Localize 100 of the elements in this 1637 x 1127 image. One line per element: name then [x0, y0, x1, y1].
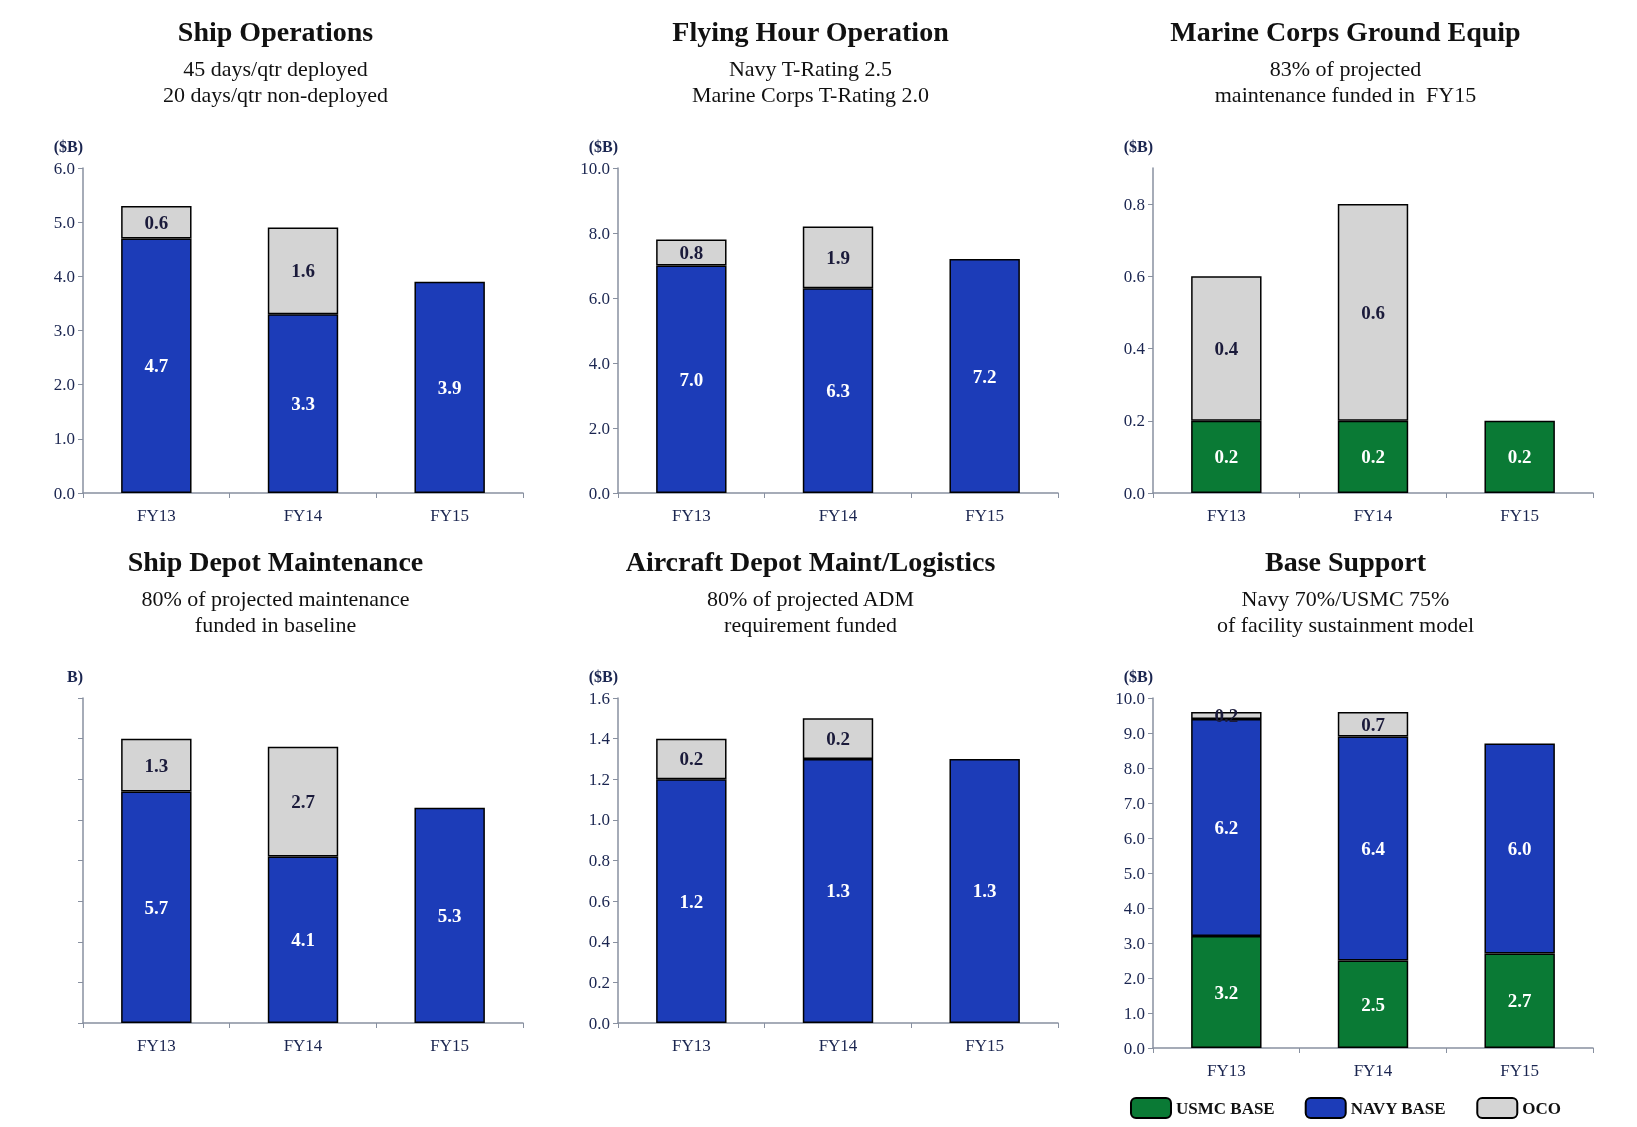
- y-tick-label: 0.6: [1123, 266, 1145, 286]
- data-label: 1.3: [826, 880, 850, 902]
- data-label: 3.3: [291, 393, 315, 415]
- chart-subtitle: 80% of projected maintenance funded in baseline: [141, 585, 410, 637]
- data-label: 0.2: [826, 728, 850, 750]
- y-tick-label: 4.0: [53, 266, 75, 286]
- legend-label: USMC BASE: [1175, 1098, 1275, 1118]
- data-label: 1.3: [972, 880, 997, 902]
- data-label: 0.2: [1214, 446, 1239, 468]
- bar: [949, 758, 1020, 1023]
- chart-subtitle: Navy T-Rating 2.5 Marine Corps T-Rating 2.0: [691, 55, 930, 107]
- y-tick-label: 2.0: [1123, 968, 1145, 988]
- data-label: 6.2: [1214, 817, 1239, 838]
- y-axis-title: ($B): [1123, 667, 1153, 686]
- data-label: 2.5: [1361, 993, 1385, 1015]
- data-label: 3.9: [437, 376, 462, 398]
- data-label: 0.6: [144, 211, 169, 233]
- y-axis-title: ($B): [53, 137, 83, 156]
- data-label: 1.2: [679, 890, 704, 912]
- x-tick-label: FY14: [1353, 506, 1393, 525]
- chart-title: Flying Hour Operation: [672, 15, 950, 47]
- data-label: 4.7: [144, 355, 169, 377]
- chart-subtitle: Navy 70%/USMC 75% of facility sustainment model: [1216, 585, 1475, 637]
- x-tick-label: FY13: [136, 1036, 176, 1055]
- y-tick-label: 0.6: [588, 891, 610, 911]
- y-tick-label: 10.0: [1115, 688, 1145, 708]
- y-tick-label: 0.8: [1123, 194, 1145, 214]
- y-tick-label: 0.0: [53, 483, 75, 503]
- legend-label: OCO: [1522, 1098, 1562, 1118]
- chart-subtitle: 80% of projected ADM requirement funded: [706, 585, 915, 637]
- x-tick-label: FY15: [965, 506, 1005, 525]
- y-tick-label: 0.0: [1123, 483, 1145, 503]
- legend-label: NAVY BASE: [1350, 1098, 1446, 1118]
- data-label: 3.2: [1214, 981, 1239, 1003]
- x-tick-label: FY15: [430, 1036, 470, 1055]
- data-label: 0.2: [1214, 705, 1239, 726]
- y-tick-label: 1.6: [588, 688, 610, 708]
- y-tick-label: 6.0: [1123, 828, 1145, 848]
- data-label: 5.7: [144, 896, 169, 918]
- y-tick-label: 8.0: [588, 223, 610, 243]
- y-tick-label: 0.0: [588, 1013, 610, 1033]
- bar: [414, 807, 485, 1023]
- x-tick-label: FY13: [1206, 506, 1246, 525]
- y-tick-label: 6.0: [53, 158, 75, 178]
- y-tick-label: 8.0: [1123, 758, 1145, 778]
- data-label: 6.3: [826, 380, 850, 402]
- data-label: 0.6: [1361, 301, 1385, 323]
- data-label: 0.2: [1507, 446, 1532, 468]
- data-label: 2.7: [291, 791, 316, 813]
- x-tick-label: FY15: [1500, 506, 1540, 525]
- data-label: 5.3: [437, 904, 462, 926]
- y-tick-label: 0.4: [588, 932, 611, 952]
- x-tick-label: FY15: [1500, 1061, 1540, 1080]
- bar: [1484, 420, 1555, 493]
- bar: [949, 259, 1020, 493]
- y-tick-label: 0.2: [1123, 411, 1145, 431]
- chart-subtitle: 83% of projected maintenance funded in FY15: [1214, 55, 1477, 107]
- y-tick-label: 10.0: [580, 158, 610, 178]
- x-tick-label: FY13: [671, 506, 711, 525]
- y-tick-label: 4.0: [588, 353, 610, 373]
- data-label: 0.2: [1361, 446, 1385, 468]
- data-label: 0.4: [1214, 338, 1239, 360]
- y-tick-label: 1.2: [588, 769, 610, 789]
- data-label: 1.6: [291, 260, 315, 282]
- data-label: 6.4: [1361, 838, 1386, 859]
- data-label: 7.2: [972, 365, 997, 387]
- y-axis-title: ($B): [1123, 137, 1153, 156]
- y-tick-label: 2.0: [588, 418, 610, 438]
- data-label: 2.7: [1507, 990, 1533, 1012]
- y-tick-label: 0.4: [1123, 339, 1146, 359]
- x-tick-label: FY14: [283, 1036, 323, 1055]
- y-tick-label: 1.0: [53, 429, 75, 449]
- y-tick-label: 4.0: [1123, 898, 1145, 918]
- x-tick-label: FY14: [818, 506, 858, 525]
- data-label: 4.1: [291, 929, 315, 951]
- y-tick-label: 0.2: [588, 972, 610, 992]
- data-label: 6.0: [1507, 838, 1532, 859]
- x-tick-label: FY14: [818, 1036, 858, 1055]
- chart-title: Marine Corps Ground Equip: [1170, 15, 1521, 47]
- chart-title: Base Support: [1264, 545, 1427, 577]
- y-tick-label: 0.0: [1123, 1038, 1145, 1058]
- x-tick-label: FY14: [1353, 1061, 1393, 1080]
- y-axis-title: B): [67, 667, 83, 686]
- y-tick-label: 7.0: [1123, 793, 1145, 813]
- data-label: 0.8: [679, 242, 704, 263]
- y-tick-label: 2.0: [53, 375, 75, 395]
- y-axis-title: ($B): [588, 667, 618, 686]
- data-label: 1.9: [826, 246, 850, 268]
- chart-title: Aircraft Depot Maint/Logistics: [625, 545, 996, 577]
- data-label: 7.0: [679, 368, 704, 390]
- y-tick-label: 9.0: [1123, 723, 1145, 743]
- y-tick-label: 1.4: [588, 729, 611, 749]
- y-tick-label: 3.0: [1123, 933, 1145, 953]
- y-tick-label: 0.0: [588, 483, 610, 503]
- data-label: 0.2: [679, 748, 704, 770]
- data-label: 0.7: [1361, 713, 1386, 735]
- x-tick-label: FY15: [965, 1036, 1005, 1055]
- y-tick-label: 1.0: [588, 810, 610, 830]
- x-tick-label: FY14: [283, 506, 323, 525]
- x-tick-label: FY15: [430, 506, 470, 525]
